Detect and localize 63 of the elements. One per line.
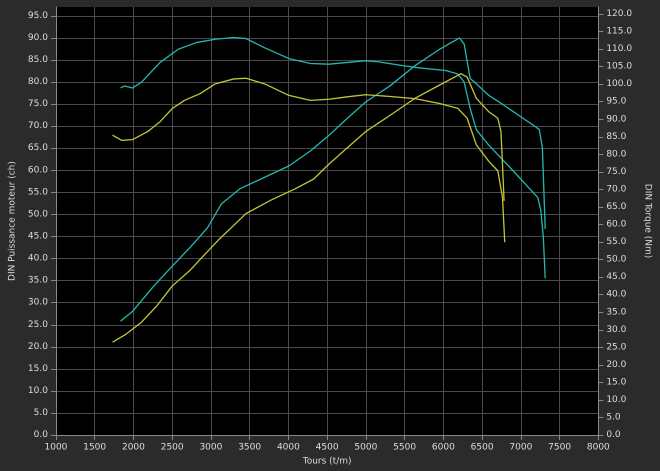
y2-tick-label: 115.0: [606, 26, 632, 37]
y2-tick-label: 95.0: [606, 96, 627, 107]
y-tick-label: 45.0: [28, 231, 48, 242]
y2-tick-label: 75.0: [606, 166, 627, 177]
y-tick-label: 65.0: [28, 143, 48, 154]
y2-tick-label: 5.0: [606, 412, 621, 423]
x-tick-label: 3000: [199, 442, 223, 453]
x-tick-label: 7500: [548, 442, 572, 453]
x-axis-title: Tours (t/m): [302, 456, 352, 466]
y-tick-label: 10.0: [28, 386, 48, 396]
y-tick-label: 90.0: [28, 32, 48, 43]
x-tick-label: 6000: [432, 442, 456, 453]
y-tick-label: 30.0: [28, 298, 48, 308]
y-tick-label: 15.0: [28, 364, 48, 374]
y2-tick-label: 85.0: [606, 132, 627, 142]
y2-tick-label: 65.0: [606, 202, 627, 212]
x-tick-label: 2500: [160, 442, 184, 453]
y-tick-label: 5.0: [34, 408, 48, 418]
y2-tick-label: 55.0: [606, 237, 627, 248]
y2-tick-label: 70.0: [606, 184, 627, 194]
y-tick-label: 75.0: [28, 99, 48, 110]
y-tick-label: 50.0: [28, 209, 48, 220]
x-tick-label: 3500: [238, 442, 262, 453]
x-tick-label: 2000: [122, 442, 146, 453]
x-tick-label: 6500: [470, 442, 494, 453]
x-tick-label: 8000: [586, 442, 610, 453]
y2-tick-label: 80.0: [606, 149, 627, 160]
y2-axis-title: DIN Torque (Nm): [642, 184, 652, 258]
y2-tick-label: 30.0: [606, 324, 627, 335]
y2-tick-label: 110.0: [606, 44, 632, 54]
y2-tick-label: 50.0: [606, 254, 627, 265]
y2-tick-label: 90.0: [606, 114, 627, 124]
y-tick-label: 20.0: [28, 342, 48, 352]
y2-tick-label: 60.0: [606, 220, 627, 230]
y-tick-label: 70.0: [28, 121, 48, 132]
y2-tick-label: 120.0: [606, 9, 632, 20]
y-tick-label: 0.0: [34, 430, 48, 440]
y2-tick-label: 45.0: [606, 272, 627, 282]
y2-tick-label: 105.0: [606, 62, 632, 72]
y2-tick-label: 40.0: [606, 290, 627, 300]
y-tick-label: 25.0: [28, 320, 48, 330]
y2-tick-label: 10.0: [606, 395, 627, 406]
y2-tick-label: 15.0: [606, 377, 627, 388]
y-tick-label: 80.0: [28, 77, 48, 88]
y-tick-label: 95.0: [28, 10, 48, 21]
x-tick-label: 1000: [44, 442, 68, 453]
x-tick-label: 4000: [276, 442, 300, 453]
x-tick-label: 5500: [393, 442, 416, 453]
x-tick-label: 1500: [83, 442, 106, 453]
x-tick-label: 4500: [316, 442, 339, 453]
y-tick-label: 60.0: [28, 165, 48, 176]
y-axis-title: DIN Puissance moteur (ch): [8, 161, 18, 281]
x-tick-label: 7000: [509, 442, 533, 453]
y-tick-label: 55.0: [28, 187, 48, 198]
y2-tick-label: 0.0: [606, 430, 621, 440]
x-tick-label: 5000: [354, 442, 378, 453]
y2-tick-label: 100.0: [606, 79, 632, 90]
y-tick-label: 85.0: [28, 54, 48, 65]
y-tick-label: 35.0: [28, 276, 48, 286]
y-tick-label: 40.0: [28, 254, 48, 264]
y2-tick-label: 35.0: [606, 307, 627, 318]
y2-tick-label: 25.0: [606, 342, 627, 352]
y2-tick-label: 20.0: [606, 360, 627, 370]
